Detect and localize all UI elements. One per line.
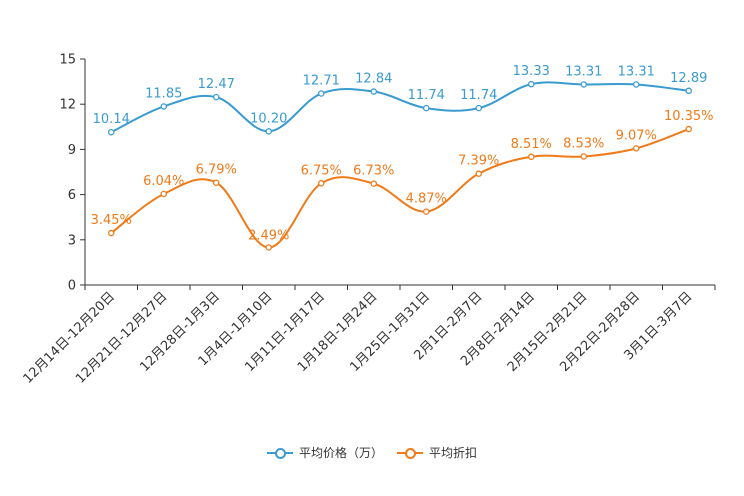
data-label: 12.71 xyxy=(303,74,340,89)
data-label: 11.85 xyxy=(145,86,182,101)
data-label: 13.33 xyxy=(513,64,550,79)
data-label: 4.87% xyxy=(406,192,447,207)
data-point[interactable] xyxy=(633,145,640,152)
data-label: 10.20 xyxy=(250,111,287,126)
y-tick-label: 0 xyxy=(68,279,76,294)
y-tick-label: 12 xyxy=(59,98,76,113)
data-point[interactable] xyxy=(422,208,430,215)
data-label: 6.04% xyxy=(143,174,184,189)
y-tick-label: 6 xyxy=(68,188,76,203)
data-point[interactable] xyxy=(580,153,588,160)
data-point[interactable] xyxy=(212,179,220,186)
y-tick-label: 9 xyxy=(68,143,76,158)
data-label: 10.14 xyxy=(93,112,130,127)
data-point[interactable] xyxy=(370,180,377,187)
legend-discount-marker xyxy=(397,447,423,459)
legend-price-label: 平均价格（万） xyxy=(298,446,383,460)
x-tick-label: 12月14日-12月20日 xyxy=(21,289,118,386)
data-point[interactable] xyxy=(422,104,430,112)
data-point[interactable] xyxy=(633,81,640,88)
data-point[interactable] xyxy=(265,128,272,135)
data-point[interactable] xyxy=(265,244,272,251)
data-label: 7.39% xyxy=(458,154,499,169)
chart-legend: 平均价格（万） 平均折扣 xyxy=(0,444,744,461)
data-point[interactable] xyxy=(212,93,220,101)
data-point[interactable] xyxy=(580,81,588,88)
data-label: 6.79% xyxy=(196,163,237,178)
data-point[interactable] xyxy=(685,125,693,133)
data-label: 8.53% xyxy=(563,136,604,151)
legend-item-discount[interactable]: 平均折扣 xyxy=(397,444,477,461)
data-point[interactable] xyxy=(317,90,325,97)
y-tick-label: 15 xyxy=(59,53,76,68)
data-label: 2.49% xyxy=(248,228,289,243)
data-label: 13.31 xyxy=(618,64,655,79)
data-point[interactable] xyxy=(475,104,482,112)
y-tick-label: 3 xyxy=(68,233,76,248)
data-point[interactable] xyxy=(528,80,535,88)
data-label: 9.07% xyxy=(616,128,657,143)
data-point[interactable] xyxy=(475,170,482,177)
data-point[interactable] xyxy=(160,190,167,198)
data-label: 13.31 xyxy=(565,64,602,79)
data-point[interactable] xyxy=(685,87,693,95)
data-label: 6.75% xyxy=(301,163,342,178)
x-tick-label: 12月21日-12月27日 xyxy=(73,289,170,386)
data-point[interactable] xyxy=(108,128,115,136)
data-label: 10.35% xyxy=(664,109,714,124)
data-label: 12.84 xyxy=(355,72,392,87)
data-label: 11.74 xyxy=(408,88,445,103)
legend-discount-label: 平均折扣 xyxy=(429,446,478,460)
data-label: 11.74 xyxy=(460,88,497,103)
data-label: 3.45% xyxy=(91,213,132,228)
data-point[interactable] xyxy=(317,180,325,187)
data-label: 12.47 xyxy=(198,77,235,92)
data-point[interactable] xyxy=(528,153,535,161)
line-chart: 0369121512月14日-12月20日12月21日-12月27日12月28日… xyxy=(21,53,716,387)
legend-item-price[interactable]: 平均价格（万） xyxy=(266,444,383,461)
data-label: 8.51% xyxy=(511,137,552,152)
legend-price-marker xyxy=(266,447,293,459)
data-point[interactable] xyxy=(108,229,115,237)
data-point[interactable] xyxy=(370,88,377,95)
data-label: 12.89 xyxy=(670,71,707,86)
data-point[interactable] xyxy=(160,103,167,110)
data-label: 6.73% xyxy=(353,164,394,179)
